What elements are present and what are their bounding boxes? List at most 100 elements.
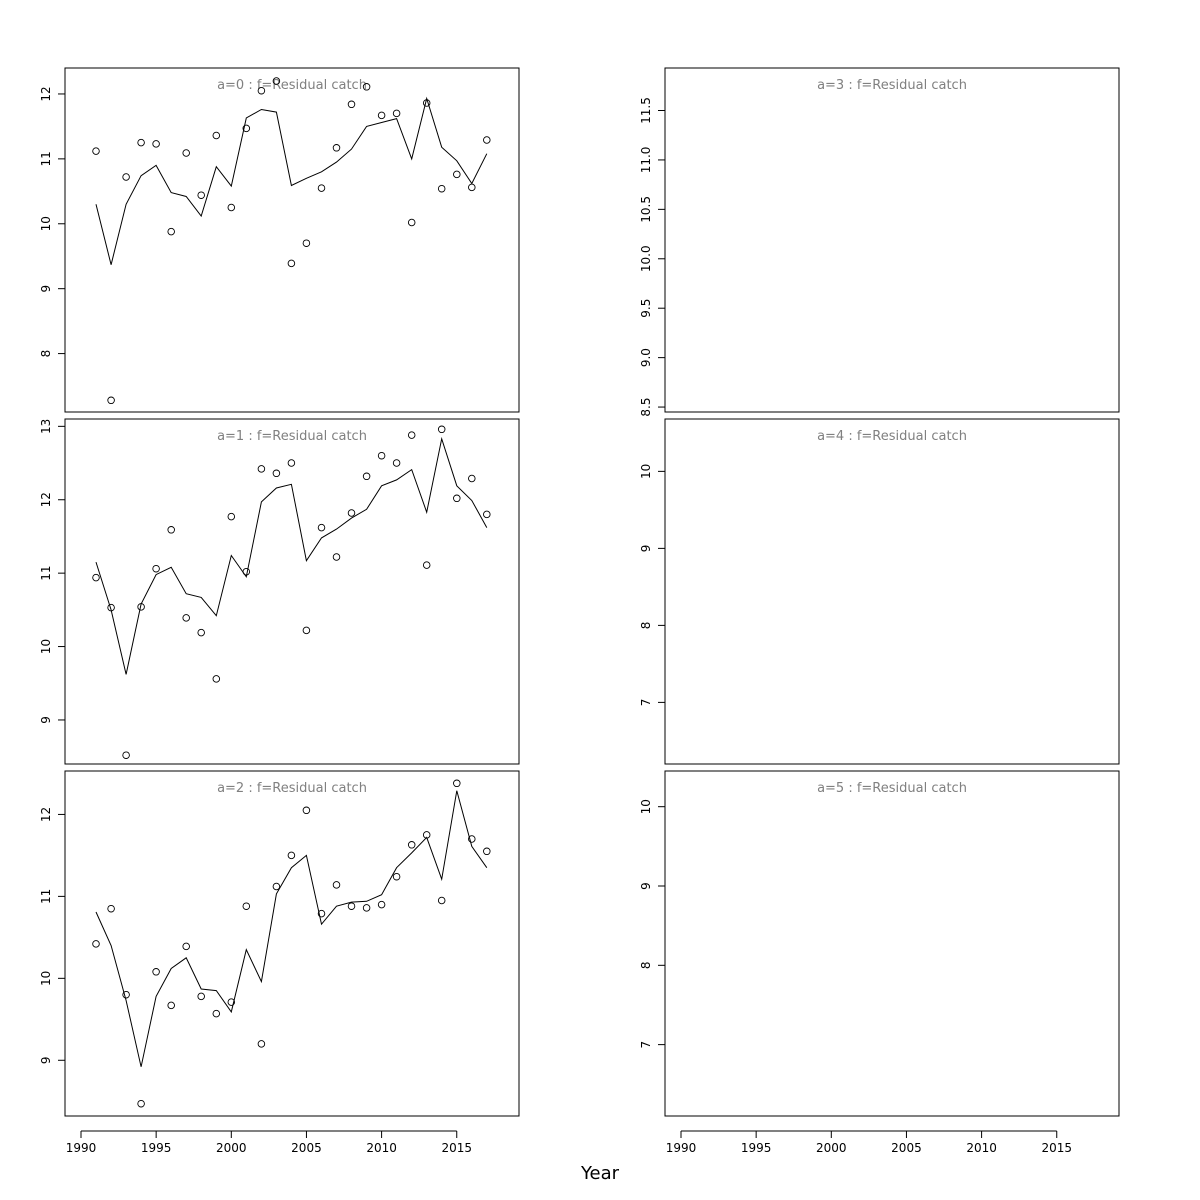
y-tick-label: 10 — [39, 639, 53, 654]
data-point — [107, 603, 115, 612]
y-tick-label: 9.5 — [639, 299, 653, 318]
x-tick-label: 2000 — [816, 1141, 847, 1155]
data-point — [392, 872, 401, 881]
data-point — [123, 511, 130, 518]
panel-data — [92, 779, 491, 1108]
data-point — [168, 628, 175, 635]
x-tick-label: 1995 — [741, 1141, 772, 1155]
data-point — [437, 184, 446, 193]
data-point — [453, 494, 461, 503]
data-point — [228, 991, 235, 998]
data-point — [123, 849, 130, 856]
data-point — [422, 561, 431, 569]
data-point — [198, 949, 205, 956]
data-point — [182, 614, 190, 622]
data-point — [437, 896, 446, 905]
data-point — [423, 524, 430, 531]
data-point — [393, 248, 400, 255]
x-tick-label: 1990 — [66, 1141, 97, 1155]
data-point — [243, 374, 250, 381]
panel-title: a=2 : f=Residual catch — [217, 781, 367, 796]
y-tick-label: 10 — [39, 971, 53, 986]
y-tick-label: 10 — [39, 216, 53, 231]
y-tick-label: 11 — [39, 566, 53, 581]
data-point — [138, 582, 145, 589]
fitted-line — [96, 89, 487, 417]
y-tick-label: 9 — [39, 285, 53, 293]
data-point — [243, 937, 250, 944]
fitted-line — [96, 819, 487, 1032]
data-point — [227, 203, 236, 212]
data-point — [257, 1040, 266, 1048]
panel-title: a=4 : f=Residual catch — [817, 429, 967, 444]
data-point — [287, 259, 296, 268]
y-tick-label: 7 — [639, 699, 653, 707]
y-tick-label: 11.0 — [639, 147, 653, 174]
data-point — [168, 952, 175, 959]
panel-5: a=5 : f=Residual catch 7 8 9 10 — [96, 770, 1120, 1117]
data-point — [213, 273, 220, 280]
data-point — [212, 131, 221, 140]
data-point — [288, 891, 295, 898]
data-point — [302, 806, 311, 815]
data-point — [317, 184, 326, 192]
data-point — [227, 512, 236, 521]
data-point — [167, 526, 175, 534]
data-point — [423, 861, 430, 868]
data-point — [167, 227, 175, 236]
data-point — [348, 231, 355, 238]
x-tick-label: 1995 — [141, 1141, 172, 1155]
y-tick-label: 11 — [39, 889, 53, 904]
data-point — [438, 501, 445, 508]
data-point — [318, 112, 325, 119]
data-point — [347, 100, 356, 109]
panel-frame — [64, 418, 520, 765]
data-point — [407, 218, 416, 227]
data-point — [152, 968, 160, 976]
data-point — [197, 191, 205, 199]
data-point — [377, 111, 386, 120]
data-point — [437, 425, 446, 434]
data-point — [273, 746, 280, 753]
panel-frame — [64, 67, 520, 413]
data-point — [272, 77, 281, 85]
data-point — [362, 472, 371, 481]
data-point — [377, 451, 386, 460]
data-point — [362, 83, 371, 91]
data-point — [469, 81, 476, 88]
data-point — [317, 523, 326, 532]
data-point — [484, 125, 491, 132]
data-point — [108, 220, 115, 227]
data-point — [303, 572, 310, 579]
data-point — [438, 835, 445, 842]
data-point — [453, 170, 461, 179]
fitted-line — [95, 436, 488, 675]
panel-title: a=1 : f=Residual catch — [217, 429, 367, 444]
data-point — [347, 509, 356, 517]
data-point — [182, 149, 190, 157]
y-tick-label: 12 — [39, 807, 53, 822]
x-tick-label: 2005 — [291, 1141, 322, 1155]
data-point — [318, 830, 325, 837]
data-point — [332, 553, 341, 561]
data-point — [362, 904, 371, 912]
data-point — [484, 839, 491, 846]
data-point — [198, 318, 205, 325]
y-tick-label: 9 — [639, 882, 653, 890]
data-point — [123, 234, 130, 241]
y-tick-label: 8 — [639, 961, 653, 969]
y-tick-label: 9 — [39, 716, 53, 724]
data-point — [273, 326, 280, 333]
fitted-line — [95, 790, 488, 1067]
data-point — [92, 940, 100, 948]
data-point — [153, 398, 160, 405]
x-tick-label: 2010 — [366, 1141, 397, 1155]
data-point — [93, 688, 100, 695]
data-point — [469, 819, 476, 826]
data-point — [107, 904, 115, 913]
data-point — [257, 465, 266, 473]
data-point — [468, 835, 476, 843]
y-tick-label: 10.0 — [639, 245, 653, 272]
panel-data — [92, 425, 491, 759]
data-point — [468, 474, 476, 483]
